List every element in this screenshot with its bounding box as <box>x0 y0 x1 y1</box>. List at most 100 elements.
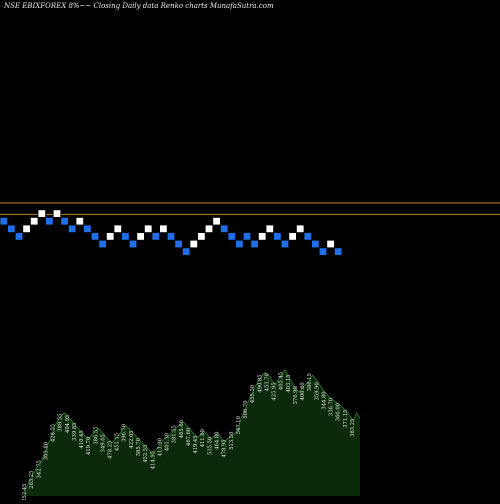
renko-brick-down <box>174 239 183 249</box>
volume-point-label: 535.50 <box>207 437 213 455</box>
renko-brick-down <box>7 224 16 233</box>
renko-brick-down <box>45 216 54 226</box>
volume-point-label: 513.50 <box>229 432 235 450</box>
volume-point-label: 467.60 <box>186 428 192 446</box>
volume-point-label: 359.90 <box>314 382 320 400</box>
renko-brick-down <box>151 232 160 241</box>
renko-bricks <box>0 209 343 256</box>
volume-point-label: 464.80 <box>215 432 221 450</box>
volume-point-label: 425.95 <box>272 382 278 400</box>
volume-point-label: 383.25 <box>350 419 356 437</box>
renko-brick-down <box>273 232 282 241</box>
volume-area <box>23 369 361 496</box>
renko-brick-up <box>265 224 274 233</box>
renko-brick-up <box>189 239 198 249</box>
renko-brick-down <box>242 232 252 241</box>
volume-point-label: 371.15 <box>343 410 349 428</box>
volume-point-label: 411.60 <box>200 429 206 447</box>
renko-brick-down <box>311 239 320 249</box>
renko-brick-down <box>227 232 236 241</box>
volume-point-label: 336.70 <box>329 398 335 416</box>
renko-brick-up <box>326 239 335 249</box>
volume-point-label: 252.45 <box>22 484 28 500</box>
volume-point-label: 405.45 <box>279 372 285 390</box>
volume-point-label: 414.95 <box>150 451 156 469</box>
renko-brick-up <box>295 224 305 233</box>
volume-point-label: 381.55 <box>172 425 178 443</box>
renko-brick-up <box>106 232 115 241</box>
reference-lines <box>0 202 500 215</box>
volume-point-label: 452.55 <box>143 445 149 463</box>
volume-point-label: 478.25 <box>108 441 114 459</box>
volume-point-label: 451.15 <box>115 433 121 451</box>
volume-line <box>23 369 361 493</box>
renko-brick-down <box>318 247 328 256</box>
volume-point-label: 376.90 <box>293 386 299 404</box>
renko-brick-down <box>166 232 176 241</box>
volume-point-label: 403.15 <box>286 374 292 392</box>
renko-brick-down <box>98 239 107 249</box>
renko-brick-down <box>235 239 244 249</box>
renko-brick-up <box>212 216 221 226</box>
renko-brick-down <box>333 247 343 256</box>
volume-point-label: 422.05 <box>129 430 135 448</box>
volume-point-label: 413.90 <box>158 438 164 456</box>
renko-brick-down <box>121 232 130 241</box>
volume-point-label: 344.80 <box>321 391 327 409</box>
renko-brick-up <box>22 224 31 233</box>
renko-brick-down <box>280 239 290 249</box>
renko-brick-down <box>60 216 69 226</box>
volume-point-label: 401.30 <box>165 433 171 451</box>
renko-brick-up <box>143 224 153 233</box>
renko-brick-down <box>250 239 259 249</box>
volume-point-label: 547.10 <box>236 416 242 434</box>
volume-fill <box>24 370 360 496</box>
renko-brick-down <box>83 224 92 233</box>
renko-brick-up <box>204 224 214 233</box>
renko-brick-down <box>90 232 100 241</box>
volume-point-label: 263.25 <box>29 471 35 489</box>
renko-brick-down <box>303 232 312 241</box>
volume-point-label: 419.70 <box>86 437 92 455</box>
renko-brick-down <box>14 232 24 241</box>
volume-point-label: 410.45 <box>79 430 85 448</box>
renko-brick-up <box>197 232 206 241</box>
renko-brick-up <box>159 224 168 233</box>
renko-brick-up <box>37 209 46 218</box>
volume-point-label: 419.45 <box>193 435 199 453</box>
renko-brick-down <box>128 239 138 249</box>
volume-point-label: 339.85 <box>72 423 78 441</box>
volume-point-label: 490.85 <box>257 374 263 392</box>
volume-point-label: 389.55 <box>58 414 64 432</box>
renko-brick-up <box>257 232 267 241</box>
renko-brick-down <box>181 247 191 256</box>
volume-point-label: 478.95 <box>222 439 228 457</box>
volume-point-label: 349.65 <box>100 434 106 452</box>
renko-brick-up <box>113 224 122 233</box>
volume-point-label: 428.55 <box>50 424 56 442</box>
volume-point-label: 386.55 <box>93 426 99 444</box>
volume-point-label: 404.95 <box>65 415 71 433</box>
renko-brick-down <box>219 224 229 233</box>
volume-point-label: 455.30 <box>250 385 256 403</box>
volume-point-label: 400.60 <box>300 382 306 400</box>
renko-brick-up <box>288 232 297 241</box>
renko-brick-up <box>52 209 62 218</box>
chart-title: NSE EBIXFOREX 8%~~ Closing Daily data Re… <box>4 2 274 10</box>
volume-point-label: 366.00 <box>336 403 342 421</box>
volume-point-label: 396.70 <box>122 424 128 442</box>
renko-brick-up <box>136 232 145 241</box>
volume-point-label: 506.70 <box>243 400 249 418</box>
volume-point-label: 386.15 <box>307 373 313 391</box>
volume-point-label: 342.75 <box>36 460 42 478</box>
volume-point-label: 385.70 <box>136 438 142 456</box>
renko-brick-up <box>75 216 84 226</box>
volume-point-label: 453.70 <box>264 373 270 391</box>
renko-brick-down <box>68 224 77 233</box>
renko-brick-up <box>29 216 39 226</box>
volume-point-label: 465.60 <box>179 420 185 438</box>
volume-point-label: 303.80 <box>43 442 49 460</box>
